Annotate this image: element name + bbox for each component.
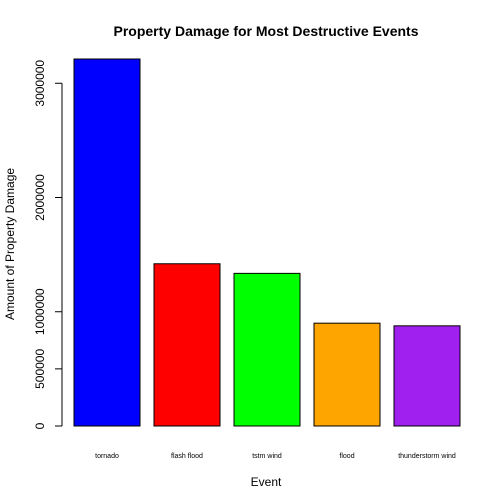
x-tick-label: flash flood	[171, 453, 203, 460]
bar-flash-flood	[153, 263, 221, 427]
y-axis-title: Amount of Property Damage	[3, 168, 17, 320]
x-axis-title: Event	[251, 475, 282, 489]
y-tick-label: 3000000	[33, 60, 47, 107]
bars-group	[73, 58, 461, 427]
bar-tornado	[73, 58, 141, 427]
x-tick-label: tstm wind	[252, 453, 282, 460]
bar-flood	[313, 322, 381, 427]
x-tick-label: tornado	[95, 453, 119, 460]
y-tick-label: 2000000	[33, 174, 47, 221]
y-tick-label: 500000	[33, 349, 47, 389]
y-tick-label: 0	[33, 422, 47, 429]
y-axis: 0 500000 1000000 2000000 3000000	[33, 60, 63, 429]
x-tick-label: thunderstorm wind	[398, 453, 456, 460]
chart-title: Property Damage for Most Destructive Eve…	[114, 23, 419, 39]
bar-thunderstorm-wind	[393, 325, 461, 427]
x-tick-label: flood	[339, 453, 354, 460]
bar-tstm-wind	[233, 272, 301, 427]
x-axis-labels: tornado flash flood tstm wind flood thunders…	[95, 453, 456, 460]
y-tick-label: 1000000	[33, 288, 47, 335]
